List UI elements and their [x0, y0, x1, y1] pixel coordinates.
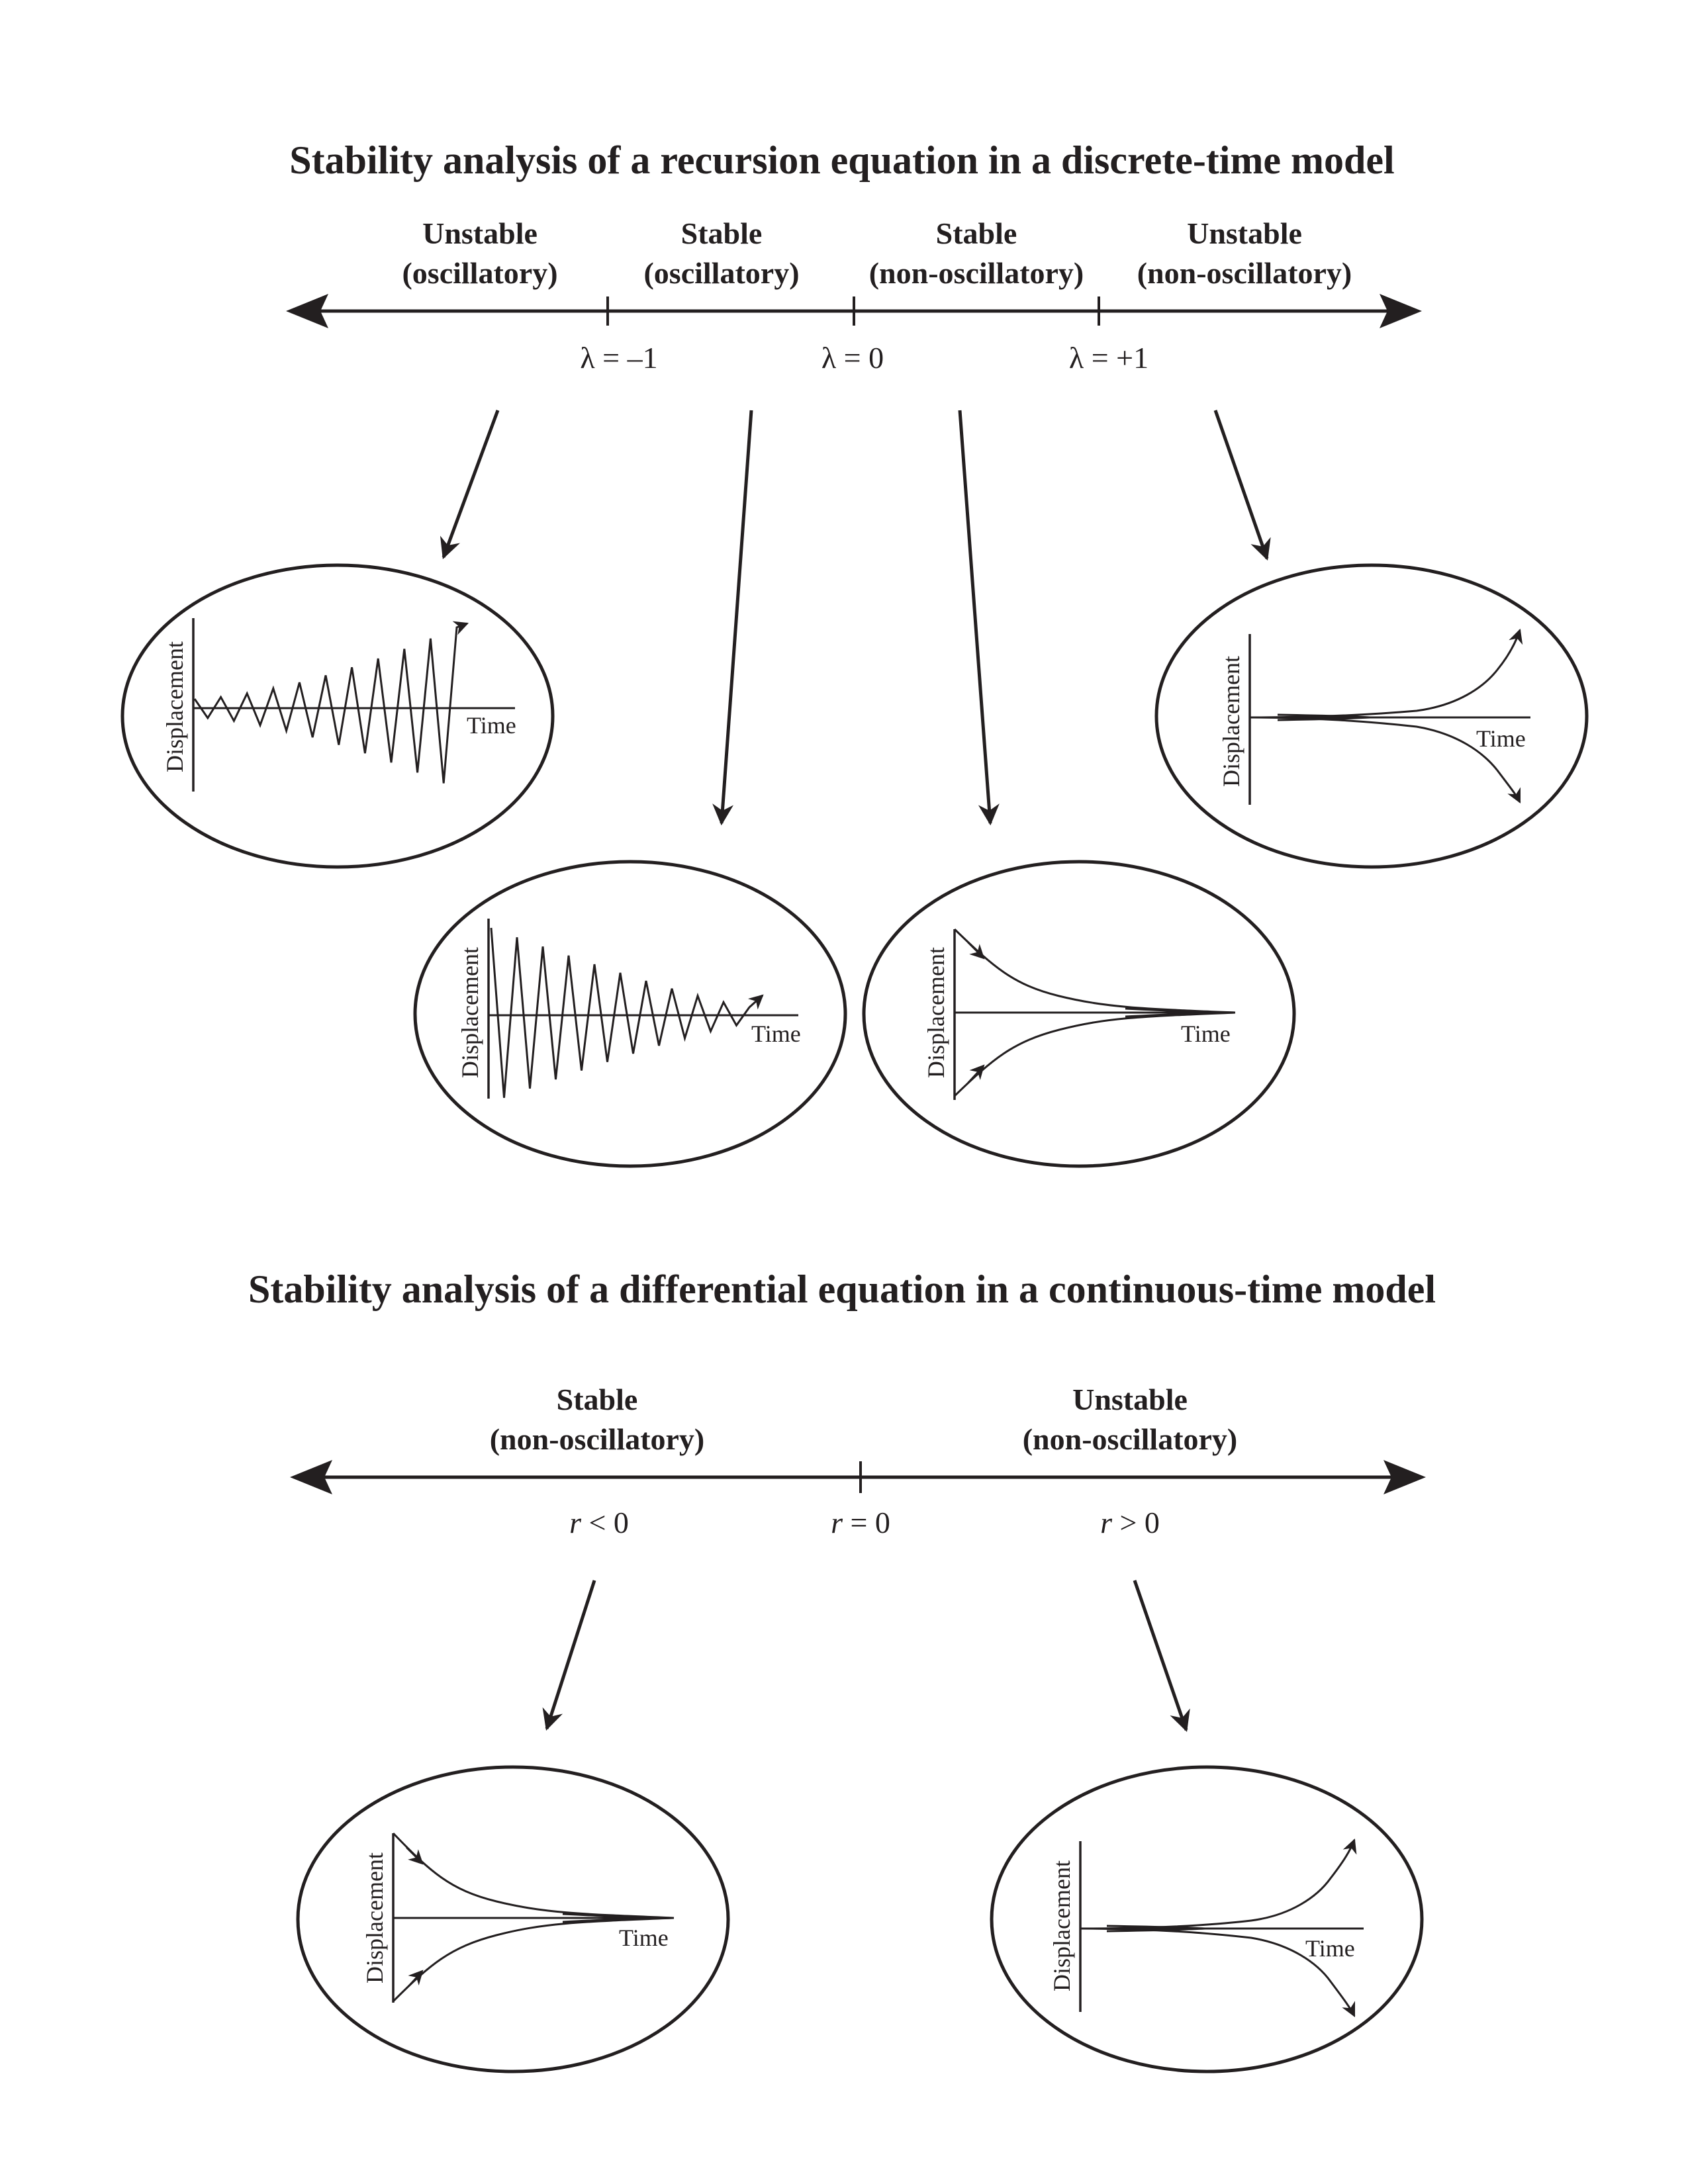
discrete-region-unstable-non-oscillatory: Unstable (non-oscillatory): [1137, 216, 1352, 290]
x-axis-label: Time: [1476, 725, 1526, 752]
pointer-arrow: [440, 410, 500, 560]
x-axis-label: Time: [1181, 1021, 1231, 1047]
plot-unstable-oscillatory: Displacement Time: [120, 563, 555, 869]
discrete-region-stable-oscillatory: Stable (oscillatory): [643, 216, 799, 290]
plot-continuous-stable: Displacement Time: [296, 1765, 730, 2073]
pointer-arrow: [1213, 410, 1271, 561]
region-label: Unstable: [422, 216, 538, 250]
continuous-region-stable-non-oscillatory: Stable (non-oscillatory): [490, 1383, 705, 1456]
discrete-region-stable-non-oscillatory: Stable (non-oscillatory): [869, 216, 1084, 290]
continuous-region-unstable-non-oscillatory: Unstable (non-oscillatory): [1023, 1383, 1238, 1456]
y-axis-label: Displacement: [1218, 656, 1244, 787]
y-axis-label: Displacement: [457, 947, 483, 1078]
continuous-title: Stability analysis of a differential equ…: [248, 1267, 1436, 1311]
tick-r-zero: r = 0: [831, 1506, 890, 1539]
tick-lambda-zero: λ = 0: [821, 341, 884, 375]
region-sublabel: (non-oscillatory): [1023, 1422, 1238, 1456]
plot-unstable-non-oscillatory: Displacement Time: [1154, 563, 1589, 869]
discrete-number-line: [286, 294, 1422, 328]
region-label: Stable: [557, 1383, 638, 1416]
discrete-region-unstable-oscillatory: Unstable (oscillatory): [402, 216, 557, 290]
discrete-title: Stability analysis of a recursion equati…: [289, 138, 1394, 182]
region-sublabel: (non-oscillatory): [869, 256, 1084, 290]
tick-r-greater-than-zero: r > 0: [1100, 1506, 1160, 1539]
x-axis-label: Time: [751, 1021, 801, 1047]
pointer-arrow: [958, 410, 1000, 826]
region-sublabel: (non-oscillatory): [490, 1422, 705, 1456]
continuous-number-line: [290, 1460, 1426, 1494]
region-sublabel: (oscillatory): [402, 256, 557, 290]
y-axis-label: Displacement: [923, 947, 949, 1078]
pointer-arrow: [712, 410, 753, 826]
region-label: Unstable: [1072, 1383, 1188, 1416]
region-label: Stable: [936, 216, 1017, 250]
y-axis-label: Displacement: [1049, 1860, 1075, 1991]
pointer-arrow: [1133, 1580, 1190, 1733]
x-axis-label: Time: [619, 1925, 669, 1951]
region-sublabel: (non-oscillatory): [1137, 256, 1352, 290]
tick-r-less-than-zero: r < 0: [569, 1506, 629, 1539]
y-axis-label: Displacement: [361, 1852, 388, 1983]
region-sublabel: (oscillatory): [643, 256, 799, 290]
tick-lambda-minus-one: λ = –1: [580, 341, 657, 375]
plot-continuous-unstable: Displacement Time: [990, 1765, 1424, 2073]
region-label: Stable: [681, 216, 763, 250]
tick-lambda-plus-one: λ = +1: [1069, 341, 1149, 375]
y-axis-label: Displacement: [162, 641, 188, 772]
plot-stable-oscillatory: Displacement Time: [413, 860, 847, 1168]
x-axis-label: Time: [1305, 1935, 1355, 1962]
pointer-arrow: [542, 1580, 596, 1731]
plot-stable-non-oscillatory: Displacement Time: [862, 860, 1296, 1168]
region-label: Unstable: [1187, 216, 1302, 250]
x-axis-label: Time: [467, 712, 516, 739]
